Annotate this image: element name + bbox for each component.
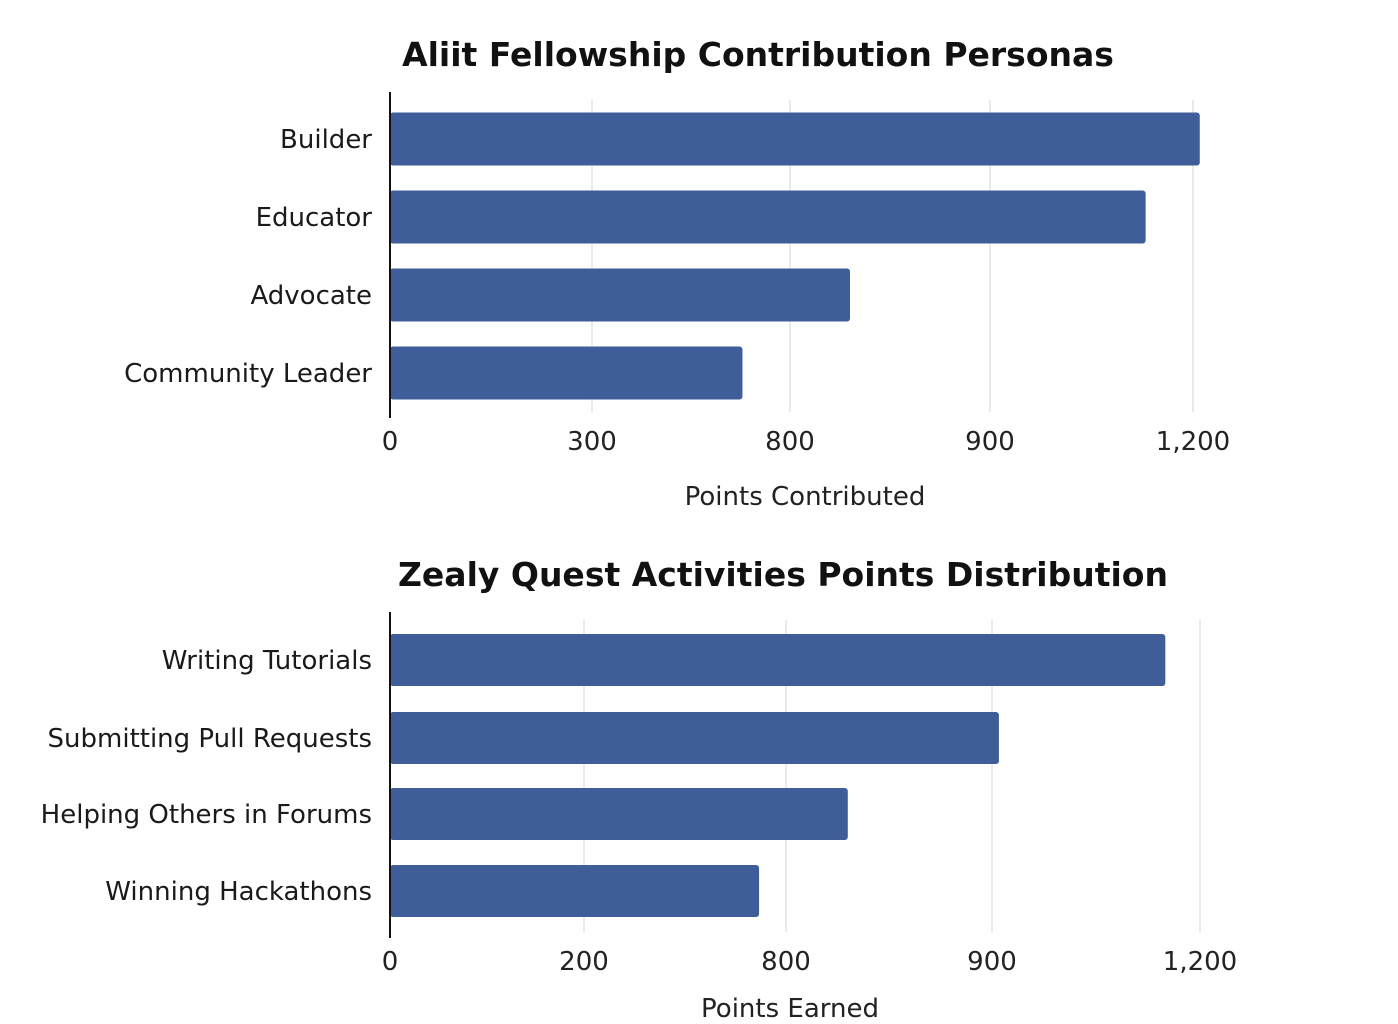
x-tick-label: 1,200 bbox=[1163, 947, 1237, 977]
category-label: Submitting Pull Requests bbox=[48, 724, 372, 754]
x-tick-label: 0 bbox=[382, 427, 399, 457]
bar-advocate bbox=[390, 268, 850, 322]
bar-builder bbox=[390, 112, 1200, 166]
bar-submitting-pull-requests bbox=[390, 712, 999, 764]
category-label: Winning Hackathons bbox=[105, 877, 372, 907]
bar-winning-hackathons bbox=[390, 865, 760, 917]
x-tick-label: 800 bbox=[765, 427, 815, 457]
bar-helping-others-in-forums bbox=[390, 788, 848, 840]
chart-contribution-personas: Aliit Fellowship Contribution Personas Bu… bbox=[124, 35, 1230, 512]
x-axis-title: Points Contributed bbox=[685, 482, 926, 512]
category-label: Writing Tutorials bbox=[162, 646, 372, 676]
category-label: Builder bbox=[280, 125, 372, 155]
bar-writing-tutorials bbox=[390, 634, 1166, 686]
x-tick-label: 800 bbox=[761, 947, 811, 977]
bar-community-leader bbox=[390, 346, 743, 400]
x-tick-label: 1,200 bbox=[1156, 427, 1230, 457]
category-label: Educator bbox=[256, 203, 373, 233]
chart-quest-points: Zealy Quest Activities Points Distributi… bbox=[41, 555, 1238, 1024]
x-tick-label: 300 bbox=[567, 427, 617, 457]
category-label: Community Leader bbox=[124, 359, 372, 389]
bar-educator bbox=[390, 190, 1146, 244]
category-label: Advocate bbox=[250, 281, 372, 311]
x-tick-label: 0 bbox=[382, 947, 399, 977]
x-axis-title: Points Earned bbox=[701, 994, 879, 1024]
x-tick-label: 900 bbox=[967, 947, 1017, 977]
chart-title: Aliit Fellowship Contribution Personas bbox=[402, 35, 1114, 74]
x-tick-label: 200 bbox=[559, 947, 609, 977]
category-label: Helping Others in Forums bbox=[41, 800, 372, 830]
chart-title: Zealy Quest Activities Points Distributi… bbox=[398, 555, 1168, 594]
x-tick-label: 900 bbox=[965, 427, 1015, 457]
